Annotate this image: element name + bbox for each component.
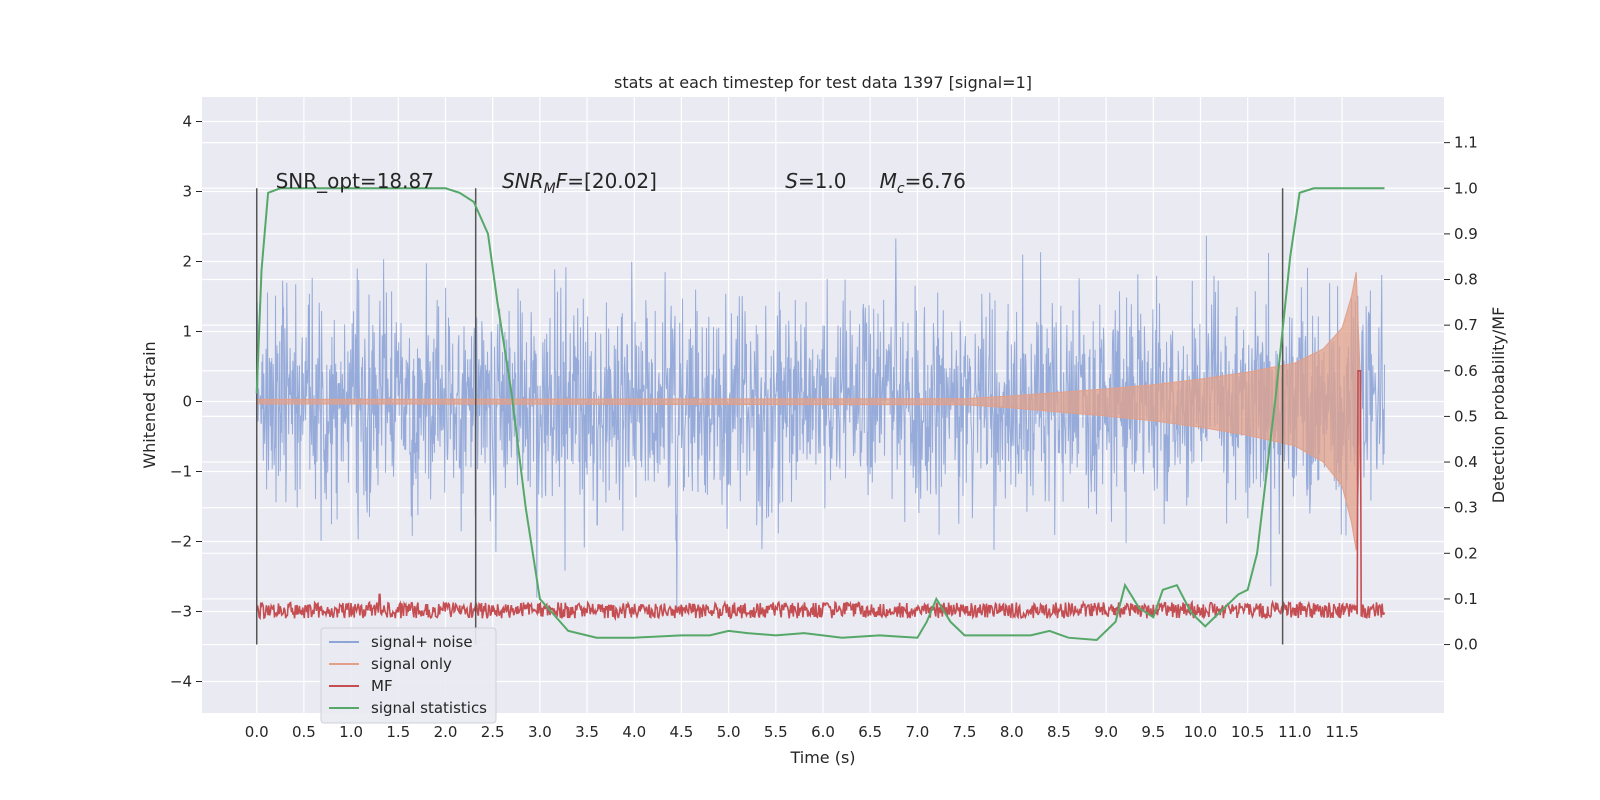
y2-tick-label: 0.5: [1454, 407, 1478, 425]
y2-tick-label: 0.8: [1454, 271, 1478, 289]
annotations: SNR_opt=18.87 SNRMF=[20.02] S=1.0 Mc=6.76: [276, 169, 966, 197]
annotation-label: SNRMF=[20.02]: [502, 169, 657, 197]
y2-tick-label: 1.1: [1454, 134, 1478, 152]
chart-title: stats at each timestep for test data 139…: [614, 73, 1032, 92]
x-tick-label: 4.0: [622, 723, 646, 741]
y2-axis-label: Detection probability/MF: [1489, 307, 1508, 504]
y-tick-label: 2: [182, 253, 192, 271]
x-tick-label: 10.0: [1184, 723, 1217, 741]
x-axis-label: Time (s): [789, 748, 855, 767]
y-tick-label: −1: [170, 463, 192, 481]
x-tick-label: 11.5: [1325, 723, 1358, 741]
y-axis-ticks: 4 3 2 1 0 −1 −2 −3 −4: [170, 113, 202, 691]
x-tick-label: 2.5: [481, 723, 505, 741]
y-tick-label: −4: [170, 673, 192, 691]
y2-tick-label: 0.3: [1454, 499, 1478, 517]
y-tick-label: 4: [182, 113, 192, 131]
y-tick-label: 0: [182, 393, 192, 411]
legend-label: signal statistics: [371, 699, 487, 717]
x-tick-label: 8.5: [1047, 723, 1071, 741]
annotation-label: S=1.0: [785, 169, 846, 193]
x-tick-label: 8.0: [1000, 723, 1024, 741]
y2-tick-label: 0.1: [1454, 590, 1478, 608]
x-axis-ticks: 0.0 0.5 1.0 1.5 2.0 2.5 3.0 3.5 4.0 4.5 5.0 5.5 6.0 6…: [245, 723, 1359, 741]
legend-box: [320, 627, 497, 724]
x-tick-label: 3.5: [575, 723, 599, 741]
x-tick-label: 11.0: [1278, 723, 1311, 741]
x-tick-label: 1.0: [339, 723, 363, 741]
annotation-label: Mc=6.76: [880, 169, 966, 197]
x-tick-label: 1.5: [386, 723, 410, 741]
mf-series: [255, 370, 1386, 622]
y-tick-label: 1: [182, 323, 192, 341]
legend-label: MF: [371, 677, 393, 695]
x-tick-label: 6.5: [858, 723, 882, 741]
signal-statistics-series: [255, 187, 1385, 642]
x-tick-label: 3.0: [528, 723, 552, 741]
annotation-label: SNR_opt=18.87: [276, 169, 434, 193]
y-tick-label: 3: [182, 183, 192, 201]
y2-tick-label: 0.0: [1454, 636, 1478, 654]
y-axis-label: Whitened strain: [140, 341, 159, 468]
x-tick-label: 0.5: [292, 723, 316, 741]
legend-label: signal+ noise: [371, 633, 473, 651]
legend-label: signal only: [371, 655, 452, 673]
x-tick-label: 5.0: [717, 723, 741, 741]
y2-tick-label: 0.6: [1454, 362, 1478, 380]
x-tick-label: 9.0: [1094, 723, 1118, 741]
y2-tick-label: 0.4: [1454, 453, 1478, 471]
x-tick-label: 6.0: [811, 723, 835, 741]
y2-tick-label: 1.0: [1454, 179, 1478, 197]
y2-tick-label: 0.9: [1454, 225, 1478, 243]
x-tick-label: 7.0: [905, 723, 929, 741]
x-tick-label: 5.5: [764, 723, 788, 741]
y-tick-label: −3: [170, 603, 192, 621]
segment-markers: [255, 188, 1284, 645]
x-tick-label: 7.5: [953, 723, 977, 741]
signal-statistics-line: [255, 187, 1385, 642]
y2-axis-ticks: 1.1 1.0 0.9 0.8 0.7 0.6 0.5 0.4 0.3 0.2 0.1 0.0: [1444, 134, 1478, 654]
y-tick-label: −2: [170, 533, 192, 551]
mf-trace: [255, 370, 1386, 622]
x-tick-label: 9.5: [1141, 723, 1165, 741]
x-tick-label: 4.5: [670, 723, 694, 741]
x-tick-label: 10.5: [1231, 723, 1264, 741]
x-tick-label: 2.0: [434, 723, 458, 741]
y2-tick-label: 0.7: [1454, 316, 1478, 334]
x-tick-label: 0.0: [245, 723, 269, 741]
legend: signal+ noise signal only MF signal statist…: [320, 627, 497, 724]
y2-tick-label: 0.2: [1454, 544, 1478, 562]
